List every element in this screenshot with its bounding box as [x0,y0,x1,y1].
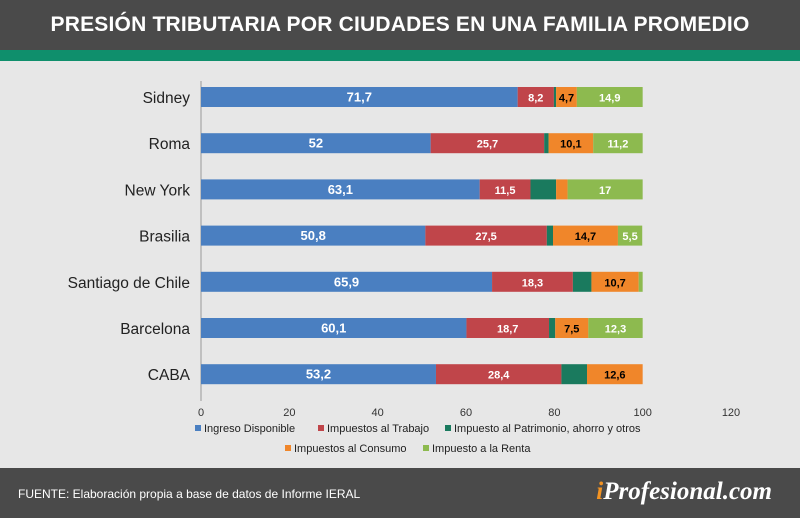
data-label-barcelona-ingreso-disponible: 60,1 [321,321,346,336]
category-label-roma: Roma [149,136,191,153]
bar-sidney-impuestos-al-trabajo [517,87,554,107]
brand-name: Profesional.com [603,478,772,505]
x-tick-label: 80 [548,407,560,419]
data-label-barcelona-impuestos-al-trabajo: 18,7 [497,324,518,336]
bar-barcelona-impuesto-a-la-renta [588,318,643,338]
legend-swatch-impuestos-al-consumo [285,445,291,451]
data-label-brasilia-ingreso-disponible: 50,8 [301,228,326,243]
bar-santiago-de-chile-ingreso-disponible [201,271,493,292]
bar-caba-impuesto-al-patrimonio-ahorro-y-otros [561,364,588,385]
category-label-sidney: Sidney [143,90,191,107]
bar-barcelona-impuesto-al-patrimonio-ahorro-y-otros [549,318,556,338]
data-label-caba-ingreso-disponible: 53,2 [306,367,331,382]
bar-new-york-impuesto-al-patrimonio-ahorro-y-otros [530,179,557,200]
bar-barcelona-ingreso-disponible [201,318,467,338]
accent-stripe [0,50,800,61]
bar-caba-impuestos-al-trabajo [435,364,562,385]
legend-swatch-impuesto-al-patrimonio-ahorro-y-otros [445,425,451,431]
data-label-barcelona-impuesto-a-la-renta: 12,3 [605,324,626,336]
legend-swatch-impuestos-al-trabajo [318,425,324,431]
chart-panel [0,61,800,468]
data-label-sidney-impuestos-al-consumo: 4,7 [559,93,574,105]
legend-label-impuesto-al-patrimonio-ahorro-y-otros: Impuesto al Patrimonio, ahorro y otros [454,423,641,435]
bar-caba-ingreso-disponible [201,364,436,385]
brand-logo: iProfesional.com [596,478,772,506]
data-label-santiago-de-chile-ingreso-disponible: 65,9 [334,274,359,289]
chart-title: PRESIÓN TRIBUTARIA POR CIUDADES EN UNA F… [50,13,750,36]
bar-santiago-de-chile-impuestos-al-consumo [591,271,639,292]
data-label-brasilia-impuesto-a-la-renta: 5,5 [622,231,637,243]
legend-label-impuesto-a-la-renta: Impuesto a la Renta [432,443,531,455]
bar-roma-impuesto-a-la-renta [593,133,643,154]
data-label-roma-impuesto-a-la-renta: 11,2 [608,139,629,151]
footer: FUENTE: Elaboración propia a base de dat… [0,468,800,518]
bar-new-york-impuestos-al-consumo [556,179,568,200]
data-label-roma-ingreso-disponible: 52 [309,136,323,151]
data-label-caba-impuestos-al-consumo: 12,6 [604,370,625,382]
legend-label-impuestos-al-trabajo: Impuestos al Trabajo [327,423,429,435]
legend-label-ingreso-disponible: Ingreso Disponible [204,423,295,435]
data-label-santiago-de-chile-impuestos-al-consumo: 10,7 [604,277,625,289]
x-tick-label: 0 [198,407,204,419]
bar-new-york-impuestos-al-trabajo [479,179,531,200]
data-label-caba-impuestos-al-trabajo: 28,4 [488,370,510,382]
data-label-sidney-impuestos-al-trabajo: 8,2 [528,93,543,105]
brand-prefix: i [596,478,604,505]
data-label-new-york-ingreso-disponible: 63,1 [328,182,353,197]
legend-swatch-impuesto-a-la-renta [423,445,429,451]
chart-header: PRESIÓN TRIBUTARIA POR CIUDADES EN UNA F… [0,0,800,50]
bar-barcelona-impuestos-al-trabajo [466,318,550,338]
data-label-roma-impuestos-al-trabajo: 25,7 [477,139,498,151]
bar-sidney-impuesto-al-patrimonio-ahorro-y-otros [553,87,557,107]
data-label-brasilia-impuestos-al-trabajo: 27,5 [475,231,496,243]
category-label-barcelona: Barcelona [120,321,190,338]
bar-brasilia-impuesto-a-la-renta [617,225,643,246]
bar-roma-ingreso-disponible [201,133,431,154]
bar-sidney-ingreso-disponible [201,87,518,107]
bar-new-york-impuesto-a-la-renta [567,179,643,200]
bar-santiago-de-chile-impuesto-al-patrimonio-ahorro-y-otros [572,271,592,292]
bar-roma-impuesto-al-patrimonio-ahorro-y-otros [544,133,549,154]
bar-santiago-de-chile-impuesto-a-la-renta [638,271,643,292]
x-tick-label: 60 [460,407,472,419]
data-label-santiago-de-chile-impuestos-al-trabajo: 18,3 [522,277,543,289]
data-label-sidney-impuesto-a-la-renta: 14,9 [599,93,620,105]
bar-brasilia-impuestos-al-trabajo [425,225,547,246]
source-note: FUENTE: Elaboración propia a base de dat… [18,487,361,501]
bar-sidney-impuestos-al-consumo [556,87,577,107]
bar-brasilia-impuesto-al-patrimonio-ahorro-y-otros [546,225,554,246]
bar-caba-impuestos-al-consumo [587,364,643,385]
bar-new-york-ingreso-disponible [201,179,480,200]
x-tick-label: 40 [372,407,384,419]
data-label-barcelona-impuestos-al-consumo: 7,5 [564,324,579,336]
category-label-santiago-de-chile: Santiago de Chile [68,275,190,292]
bar-roma-impuestos-al-consumo [548,133,594,154]
bar-santiago-de-chile-impuestos-al-trabajo [492,271,573,292]
bar-brasilia-impuestos-al-consumo [553,225,618,246]
data-label-roma-impuestos-al-consumo: 10,1 [560,139,581,151]
legend-swatch-ingreso-disponible [195,425,201,431]
bar-sidney-impuesto-a-la-renta [576,87,643,107]
x-tick-label: 20 [283,407,295,419]
bar-brasilia-ingreso-disponible [201,225,426,246]
category-label-caba: CABA [148,367,191,384]
data-label-sidney-ingreso-disponible: 71,7 [347,90,372,105]
bar-roma-impuestos-al-trabajo [430,133,545,154]
data-label-brasilia-impuestos-al-consumo: 14,7 [575,231,596,243]
data-label-new-york-impuestos-al-trabajo: 11,5 [495,185,516,197]
stacked-bar-chart: Sidney 71,7 8,2 4,7 14,9 Roma 52 25,7 10,1 11,2 Ne… [68,81,740,455]
bar-barcelona-impuestos-al-consumo [555,318,589,338]
category-label-brasilia: Brasilia [139,229,190,246]
category-label-new-york: New York [125,182,191,199]
data-label-new-york-impuesto-a-la-renta: 17 [599,185,611,197]
x-tick-label: 120 [722,407,740,419]
x-tick-label: 100 [633,407,651,419]
legend-label-impuestos-al-consumo: Impuestos al Consumo [294,443,407,455]
